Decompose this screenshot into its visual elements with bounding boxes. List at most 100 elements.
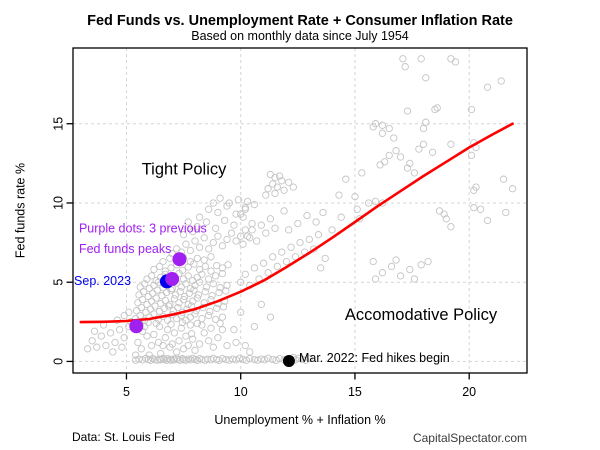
scatter-point xyxy=(358,169,366,177)
scatter-point xyxy=(157,349,165,358)
scatter-point xyxy=(266,170,275,179)
scatter-point xyxy=(410,275,419,283)
scatter-point xyxy=(467,151,476,160)
scatter-point xyxy=(243,197,252,206)
scatter-point xyxy=(396,272,405,280)
scatter-point xyxy=(90,327,99,335)
scatter-point xyxy=(378,129,387,137)
scatter-point xyxy=(150,330,158,339)
scatter-point xyxy=(401,63,409,71)
scatter-point xyxy=(387,262,396,271)
scatter-point xyxy=(303,211,311,220)
scatter-point xyxy=(378,121,387,129)
y-tick-label: 5 xyxy=(51,279,65,286)
scatter-point xyxy=(136,283,144,291)
scatter-point xyxy=(138,295,147,304)
scatter-point xyxy=(232,338,240,347)
scatter-point xyxy=(198,314,206,323)
scatter-point xyxy=(189,227,197,236)
scatter-point xyxy=(174,303,182,312)
scatter-point xyxy=(287,243,295,251)
scatter-point xyxy=(269,355,277,364)
scatter-point xyxy=(193,254,201,263)
scatter-point xyxy=(170,329,179,337)
scatter-point xyxy=(214,334,222,342)
scatter-point xyxy=(134,338,142,347)
scatter-point xyxy=(355,215,364,223)
scatter-point xyxy=(378,199,387,207)
scatter-point xyxy=(205,311,213,320)
scatter-point xyxy=(106,329,115,337)
scatter-point xyxy=(189,335,197,343)
scatter-point xyxy=(376,161,384,169)
chart-title: Fed Funds vs. Unemployment Rate + Consum… xyxy=(87,13,513,29)
scatter-point xyxy=(262,229,270,237)
scatter-point xyxy=(168,340,176,348)
scatter-point xyxy=(111,338,119,347)
scatter-point xyxy=(241,226,249,234)
scatter-point xyxy=(109,348,117,356)
scatter-point xyxy=(218,269,227,278)
scatter-point xyxy=(201,288,209,296)
scatter-point xyxy=(175,337,183,345)
scatter-point xyxy=(206,307,214,316)
scatter-point xyxy=(125,308,133,316)
scatter-point xyxy=(145,284,153,293)
scatter-point xyxy=(218,264,227,272)
purple-dots-note-line1: Purple dots: 3 previous xyxy=(79,221,207,235)
scatter-point xyxy=(431,105,439,114)
scatter-point xyxy=(476,205,485,213)
scatter-point xyxy=(319,208,327,217)
scatter-point xyxy=(278,177,286,185)
scatter-point xyxy=(221,216,229,225)
scatter-point xyxy=(186,356,195,364)
scatter-point xyxy=(508,185,517,193)
y-axis-title: Fed funds rate % xyxy=(13,163,27,258)
scatter-point xyxy=(381,158,389,166)
scatter-point xyxy=(278,248,286,256)
scatter-point xyxy=(171,291,180,299)
scatter-point xyxy=(302,356,310,364)
scatter-point xyxy=(167,320,175,328)
scatter-point xyxy=(133,307,141,315)
scatter-point xyxy=(157,299,165,308)
scatter-point xyxy=(186,321,195,329)
scatter-point xyxy=(131,356,140,364)
scatter-point xyxy=(224,261,232,269)
scatter-point xyxy=(200,234,208,242)
scatter-point xyxy=(163,316,172,324)
site-credit-label: CapitalSpectator.com xyxy=(412,431,527,445)
scatter-point xyxy=(272,356,280,364)
scatter-point xyxy=(390,134,398,142)
scatter-point xyxy=(282,257,291,266)
scatter-point xyxy=(497,77,505,85)
accomodative-policy-label: Accomodative Policy xyxy=(345,306,498,324)
scatter-point xyxy=(237,278,245,286)
scatter-point xyxy=(147,272,156,280)
scatter-point xyxy=(417,261,425,269)
scatter-point xyxy=(257,221,265,229)
scatter-point xyxy=(141,280,149,288)
scatter-point xyxy=(312,218,320,226)
scatter-point xyxy=(88,337,96,345)
scatter-point xyxy=(273,262,281,271)
scatter-point xyxy=(447,55,455,63)
scatter-point xyxy=(365,199,373,207)
scatter-point xyxy=(261,356,269,364)
scatter-point xyxy=(160,304,168,312)
scatter-point xyxy=(211,315,220,324)
scatter-point xyxy=(211,224,220,232)
scatter-point xyxy=(155,262,164,271)
scatter-point xyxy=(150,265,158,274)
scatter-point xyxy=(179,231,188,239)
y-tick-label: 0 xyxy=(51,358,65,365)
scatter-point xyxy=(118,343,126,351)
scatter-point xyxy=(120,311,128,320)
scatter-point xyxy=(250,356,259,364)
scatter-point xyxy=(201,262,209,271)
scatter-point xyxy=(205,275,213,283)
scatter-point xyxy=(342,175,350,183)
scatter-point xyxy=(205,205,213,213)
